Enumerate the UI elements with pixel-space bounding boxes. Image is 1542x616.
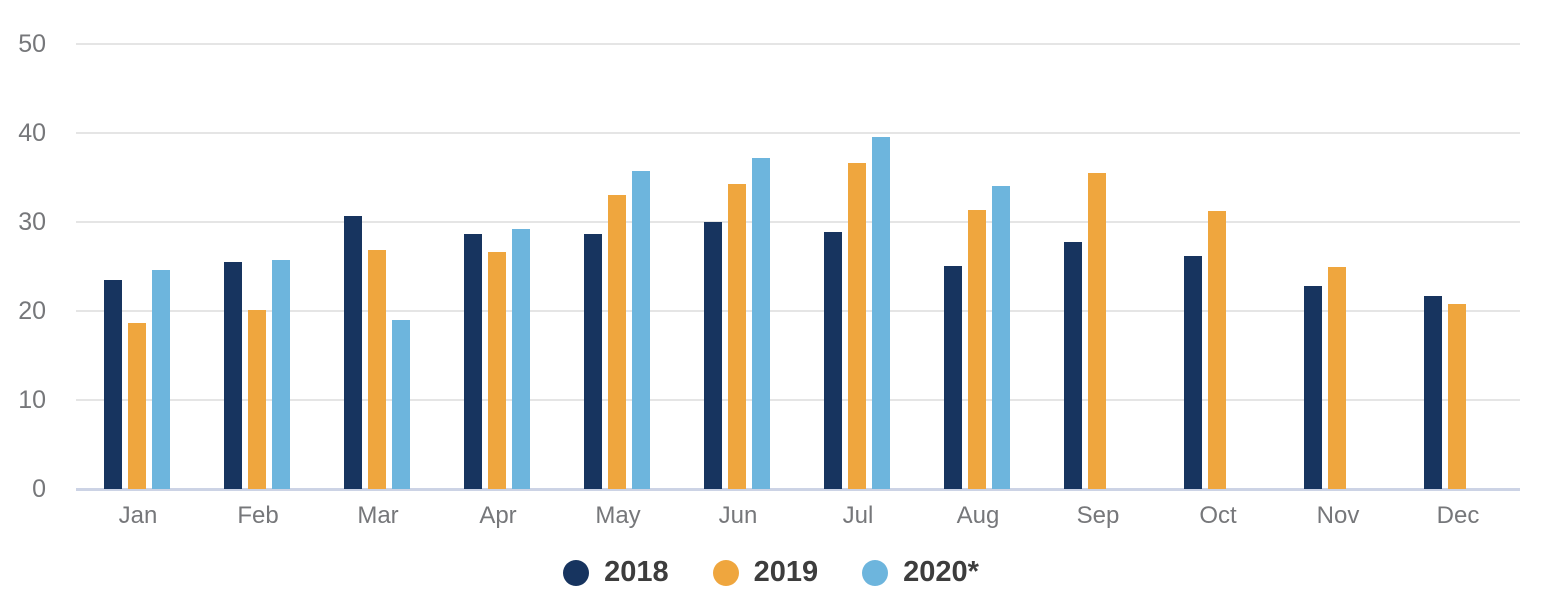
bar-2019-aug <box>968 209 986 489</box>
bar-2018-nov <box>1304 286 1322 489</box>
bar-2019-mar <box>368 249 386 489</box>
x-axis-label-jan: Jan <box>118 502 158 529</box>
gridline-10 <box>76 399 1520 401</box>
legend-swatch-2019 <box>712 559 739 586</box>
x-axis-label-oct: Oct <box>1199 502 1237 529</box>
y-axis-label-40: 40 <box>18 119 46 147</box>
bar-2018-oct <box>1184 255 1202 489</box>
x-axis-label-feb: Feb <box>237 502 279 529</box>
bar-2019-may <box>608 195 626 489</box>
bar-2018-mar <box>344 215 362 489</box>
bar-2018-jul <box>824 231 842 489</box>
legend-item-2018[interactable]: 2018 <box>563 556 669 589</box>
x-axis-label-sep: Sep <box>1076 502 1120 529</box>
bar-2020-may <box>632 171 650 489</box>
x-axis-label-may: May <box>595 502 641 529</box>
bar-2018-jun <box>704 222 722 489</box>
bar-2018-may <box>584 233 602 489</box>
bar-2018-jan <box>104 279 122 489</box>
bar-2020-jul <box>872 137 890 489</box>
legend-item-2019[interactable]: 2019 <box>712 556 819 589</box>
x-axis-label-jun: Jun <box>718 502 758 529</box>
y-axis-label-10: 10 <box>18 386 46 414</box>
legend-swatch-2020 <box>862 559 889 586</box>
y-axis-label-30: 30 <box>18 208 46 236</box>
bar-2020-aug <box>992 185 1010 489</box>
bar-2019-jun <box>728 183 746 489</box>
bar-2019-sep <box>1088 173 1106 489</box>
bar-2020-feb <box>272 260 290 489</box>
bar-2020-mar <box>392 319 410 489</box>
bar-2019-apr <box>488 252 506 489</box>
gridline-20 <box>76 310 1520 312</box>
gridline-30 <box>76 221 1520 223</box>
x-axis-label-aug: Aug <box>956 502 1000 529</box>
bar-2020-jan <box>152 270 170 489</box>
bar-2018-feb <box>224 262 242 489</box>
x-axis-label-dec: Dec <box>1436 502 1480 529</box>
x-axis-label-apr: Apr <box>479 502 517 529</box>
bar-2019-nov <box>1328 267 1346 489</box>
gridline-40 <box>76 132 1520 134</box>
x-axis-baseline <box>76 488 1520 491</box>
bar-2018-aug <box>944 265 962 489</box>
x-axis-label-mar: Mar <box>357 502 399 529</box>
bar-2019-jan <box>128 323 146 489</box>
legend-label-2020: 2020* <box>903 556 979 588</box>
bar-2018-apr <box>464 233 482 489</box>
bar-2019-dec <box>1448 303 1466 489</box>
bar-2019-feb <box>248 310 266 489</box>
bar-2019-oct <box>1208 211 1226 489</box>
bar-2018-sep <box>1064 241 1082 489</box>
legend-swatch-2018 <box>563 559 590 586</box>
bar-2020-jun <box>752 157 770 489</box>
gridline-50 <box>76 43 1520 45</box>
bar-2019-jul <box>848 163 866 489</box>
y-axis-label-20: 20 <box>18 297 46 325</box>
y-axis-label-50: 50 <box>18 30 46 58</box>
legend-item-2020[interactable]: 2020* <box>862 556 979 589</box>
legend-label-2018: 2018 <box>604 556 669 588</box>
y-axis-label-0: 0 <box>32 475 46 503</box>
bar-2020-apr <box>512 229 530 489</box>
x-axis-label-nov: Nov <box>1316 502 1360 529</box>
bar-2018-dec <box>1424 295 1442 489</box>
x-axis-label-jul: Jul <box>842 502 874 529</box>
legend: 2018 2019 2020* <box>0 556 1542 589</box>
legend-label-2019: 2019 <box>753 556 819 588</box>
